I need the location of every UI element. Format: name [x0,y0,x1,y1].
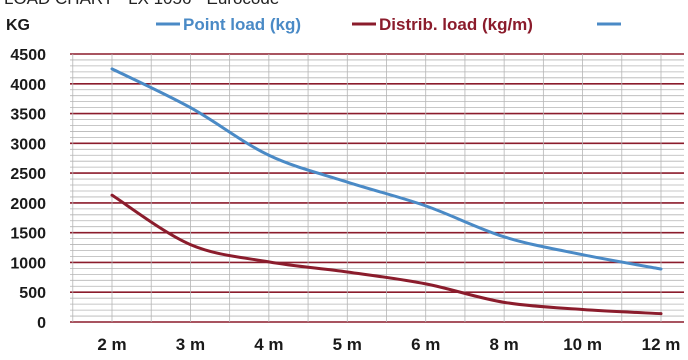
y-axis-label: KG [6,17,30,34]
y-tick-label: 2500 [10,166,46,183]
x-tick-label: 12 m [642,335,681,354]
y-tick-label: 4500 [10,47,46,64]
x-tick-label: 10 m [563,335,602,354]
x-tick-label: 8 m [489,335,518,354]
chart-title-area: LOAD CHART - LX 1056 - Eurocode [4,0,279,8]
x-tick-label: 3 m [176,335,205,354]
y-tick-label: 4000 [10,77,46,94]
y-tick-label: 500 [19,285,46,302]
y-tick-label: 3500 [10,107,46,124]
y-tick-label: 1500 [10,226,46,243]
y-tick-label: 0 [37,315,46,332]
series-line-1 [110,193,663,316]
grid [70,53,684,323]
x-tick-label: 6 m [411,335,440,354]
x-tick-label: 4 m [254,335,283,354]
y-tick-label: 2000 [10,196,46,213]
series-lines [110,67,663,316]
legend-label: Distrib. load (kg/m) [379,15,533,34]
chart-title: LOAD CHART - LX 1056 - Eurocode [4,0,279,8]
legend-label: Point load (kg) [183,15,301,34]
x-axis-ticks: 2 m 3 m 4 m 5 m 6 m 8 m 10 m 12 m [97,335,680,354]
x-tick-label: 5 m [333,335,362,354]
y-tick-label: 1000 [10,255,46,272]
series-line-0 [110,67,663,271]
y-tick-label: 3000 [10,136,46,153]
x-tick-label: 2 m [97,335,126,354]
y-axis-ticks: 4500 4000 3500 3000 2500 2000 1500 1000 500 0 [10,47,46,332]
legend: Point load (kg) Distrib. load (kg/m) [156,15,621,34]
